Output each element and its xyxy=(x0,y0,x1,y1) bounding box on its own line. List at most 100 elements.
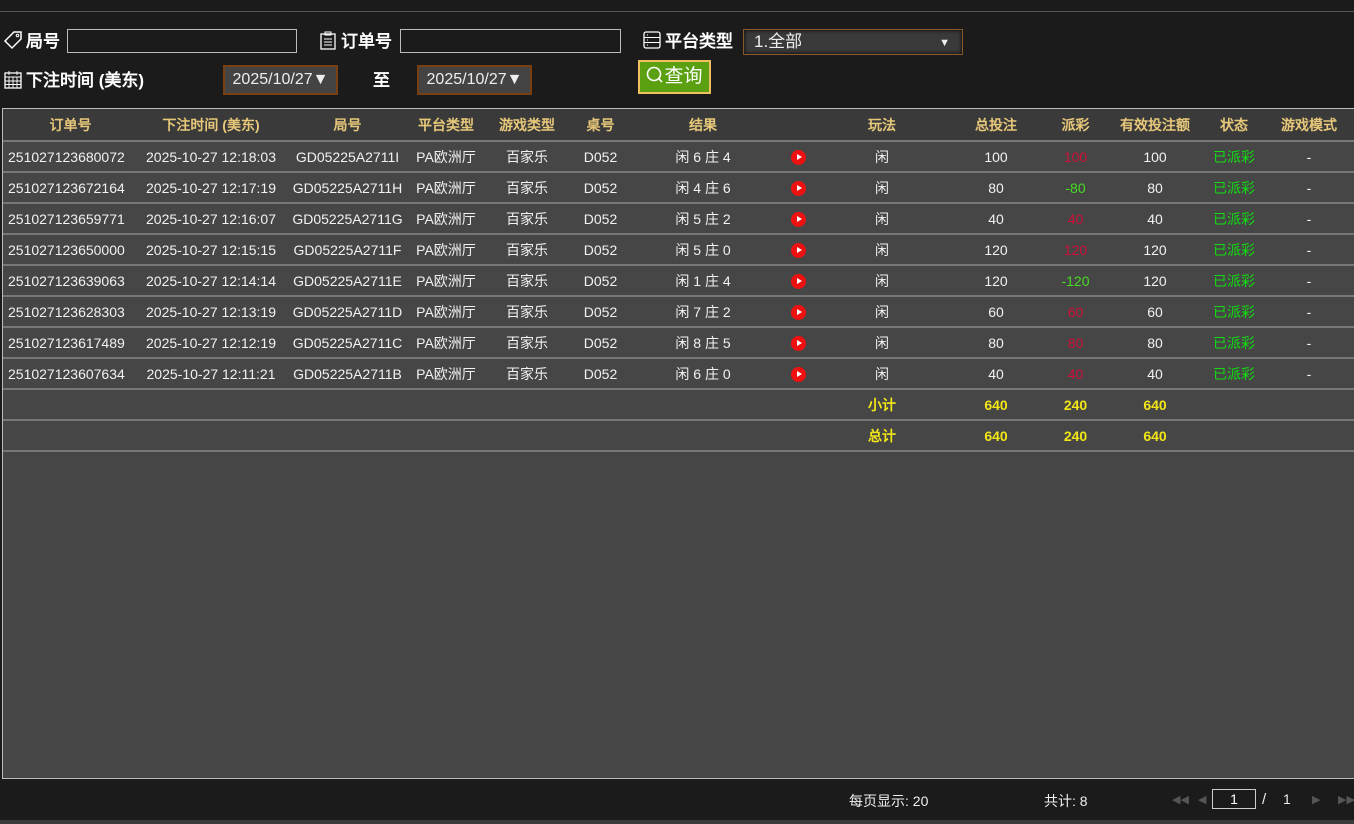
cell-bet: 80 xyxy=(946,172,1046,204)
replay-cell xyxy=(778,296,818,328)
date-to-picker[interactable]: 2025/10/27▼ xyxy=(417,65,532,95)
play-video-icon[interactable] xyxy=(790,149,806,165)
header-replay xyxy=(778,109,818,142)
cell-result: 闲 7 庄 2 xyxy=(628,296,778,328)
cell-mode: - xyxy=(1263,234,1354,266)
play-video-icon[interactable] xyxy=(790,273,806,289)
header-play: 玩法 xyxy=(818,109,946,142)
cell-table: D052 xyxy=(573,327,628,359)
cell-payout: 100 xyxy=(1046,141,1105,173)
play-video-icon[interactable] xyxy=(790,211,806,227)
play-video-icon[interactable] xyxy=(790,242,806,258)
cell-bet: 40 xyxy=(946,203,1046,235)
first-page-icon[interactable]: ◀◀ xyxy=(1172,794,1189,806)
round-input[interactable] xyxy=(67,29,297,53)
replay-cell xyxy=(778,141,818,173)
cell-time: 2025-10-27 12:15:15 xyxy=(138,234,284,266)
calendar-icon xyxy=(4,70,22,89)
cell-payout: 60 xyxy=(1046,296,1105,328)
cell-table: D052 xyxy=(573,358,628,390)
cell-valid: 120 xyxy=(1105,234,1205,266)
cell-play: 闲 xyxy=(818,327,946,359)
total-label: 总计 xyxy=(818,420,946,452)
cell-time: 2025-10-27 12:14:14 xyxy=(138,265,284,297)
cell-play: 闲 xyxy=(818,141,946,173)
cell-table: D052 xyxy=(573,296,628,328)
cell-order: 251027123650000 xyxy=(3,234,138,266)
table-row[interactable]: 251027123659771 2025-10-27 12:16:07 GD0522… xyxy=(3,203,1354,235)
table-row[interactable]: 251027123628303 2025-10-27 12:13:19 GD0522… xyxy=(3,296,1354,328)
table-row[interactable]: 251027123639063 2025-10-27 12:14:14 GD0522… xyxy=(3,265,1354,297)
header-valid: 有效投注额 xyxy=(1105,109,1205,142)
cell-game: 百家乐 xyxy=(481,234,573,266)
table-row[interactable]: 251027123650000 2025-10-27 12:15:15 GD0522… xyxy=(3,234,1354,266)
play-video-icon[interactable] xyxy=(790,304,806,320)
cell-mode: - xyxy=(1263,296,1354,328)
replay-cell xyxy=(778,234,818,266)
cell-order: 251027123639063 xyxy=(3,265,138,297)
cell-round: GD05225A2711F xyxy=(284,234,411,266)
total-payout: 240 xyxy=(1046,420,1105,452)
platform-selected-value: 1.全部 xyxy=(754,32,803,51)
replay-cell xyxy=(778,203,818,235)
cell-platform: PA欧洲厅 xyxy=(411,203,481,235)
cell-platform: PA欧洲厅 xyxy=(411,172,481,204)
cell-bet: 120 xyxy=(946,234,1046,266)
cell-payout: 40 xyxy=(1046,358,1105,390)
cell-table: D052 xyxy=(573,265,628,297)
header-status: 状态 xyxy=(1205,109,1263,142)
cell-order: 251027123617489 xyxy=(3,327,138,359)
cell-mode: - xyxy=(1263,203,1354,235)
cell-bet: 80 xyxy=(946,327,1046,359)
total-row: 总计 640 240 640 xyxy=(3,420,1354,452)
clipboard-icon xyxy=(320,31,336,50)
header-table: 桌号 xyxy=(573,109,628,142)
play-video-icon[interactable] xyxy=(790,366,806,382)
tag-icon xyxy=(3,30,22,49)
cell-order: 251027123659771 xyxy=(3,203,138,235)
cell-valid: 40 xyxy=(1105,358,1205,390)
replay-cell xyxy=(778,327,818,359)
table-row[interactable]: 251027123680072 2025-10-27 12:18:03 GD0522… xyxy=(3,141,1354,173)
cell-platform: PA欧洲厅 xyxy=(411,327,481,359)
cell-status: 已派彩 xyxy=(1205,358,1263,390)
table-row[interactable]: 251027123672164 2025-10-27 12:17:19 GD0522… xyxy=(3,172,1354,204)
cell-table: D052 xyxy=(573,172,628,204)
prev-page-icon[interactable]: ◀ xyxy=(1198,794,1207,806)
empty-cell xyxy=(1205,389,1354,421)
date-from-picker[interactable]: 2025/10/27▼ xyxy=(223,65,338,95)
play-video-icon[interactable] xyxy=(790,335,806,351)
cell-platform: PA欧洲厅 xyxy=(411,358,481,390)
cell-play: 闲 xyxy=(818,203,946,235)
replay-cell xyxy=(778,265,818,297)
cell-round: GD05225A2711H xyxy=(284,172,411,204)
cell-platform: PA欧洲厅 xyxy=(411,234,481,266)
cell-game: 百家乐 xyxy=(481,358,573,390)
page-input[interactable] xyxy=(1212,789,1256,809)
last-page-icon[interactable]: ▶▶ xyxy=(1338,794,1354,806)
cell-game: 百家乐 xyxy=(481,172,573,204)
cell-status: 已派彩 xyxy=(1205,234,1263,266)
cell-order: 251027123680072 xyxy=(3,141,138,173)
cell-round: GD05225A2711E xyxy=(284,265,411,297)
cell-play: 闲 xyxy=(818,296,946,328)
cell-result: 闲 6 庄 4 xyxy=(628,141,778,173)
top-divider xyxy=(0,11,1354,12)
order-input[interactable] xyxy=(400,29,621,53)
table-row[interactable]: 251027123617489 2025-10-27 12:12:19 GD0522… xyxy=(3,327,1354,359)
replay-cell xyxy=(778,172,818,204)
round-label: 局号 xyxy=(3,27,60,52)
next-page-icon[interactable]: ▶ xyxy=(1312,794,1321,806)
header-game: 游戏类型 xyxy=(481,109,573,142)
cell-time: 2025-10-27 12:11:21 xyxy=(138,358,284,390)
time-label-text: 下注时间 (美东) xyxy=(26,71,145,90)
cell-game: 百家乐 xyxy=(481,203,573,235)
search-button[interactable]: 查询 xyxy=(638,60,711,94)
table-row[interactable]: 251027123607634 2025-10-27 12:11:21 GD0522… xyxy=(3,358,1354,390)
cell-bet: 60 xyxy=(946,296,1046,328)
header-order: 订单号 xyxy=(3,109,138,142)
play-video-icon[interactable] xyxy=(790,180,806,196)
platform-select[interactable]: 1.全部 ▼ xyxy=(743,29,963,55)
cell-status: 已派彩 xyxy=(1205,296,1263,328)
table-header-row: 订单号 下注时间 (美东) 局号 平台类型 游戏类型 桌号 结果 玩法 总投注 派彩 有效投注额 状态… xyxy=(3,109,1354,142)
